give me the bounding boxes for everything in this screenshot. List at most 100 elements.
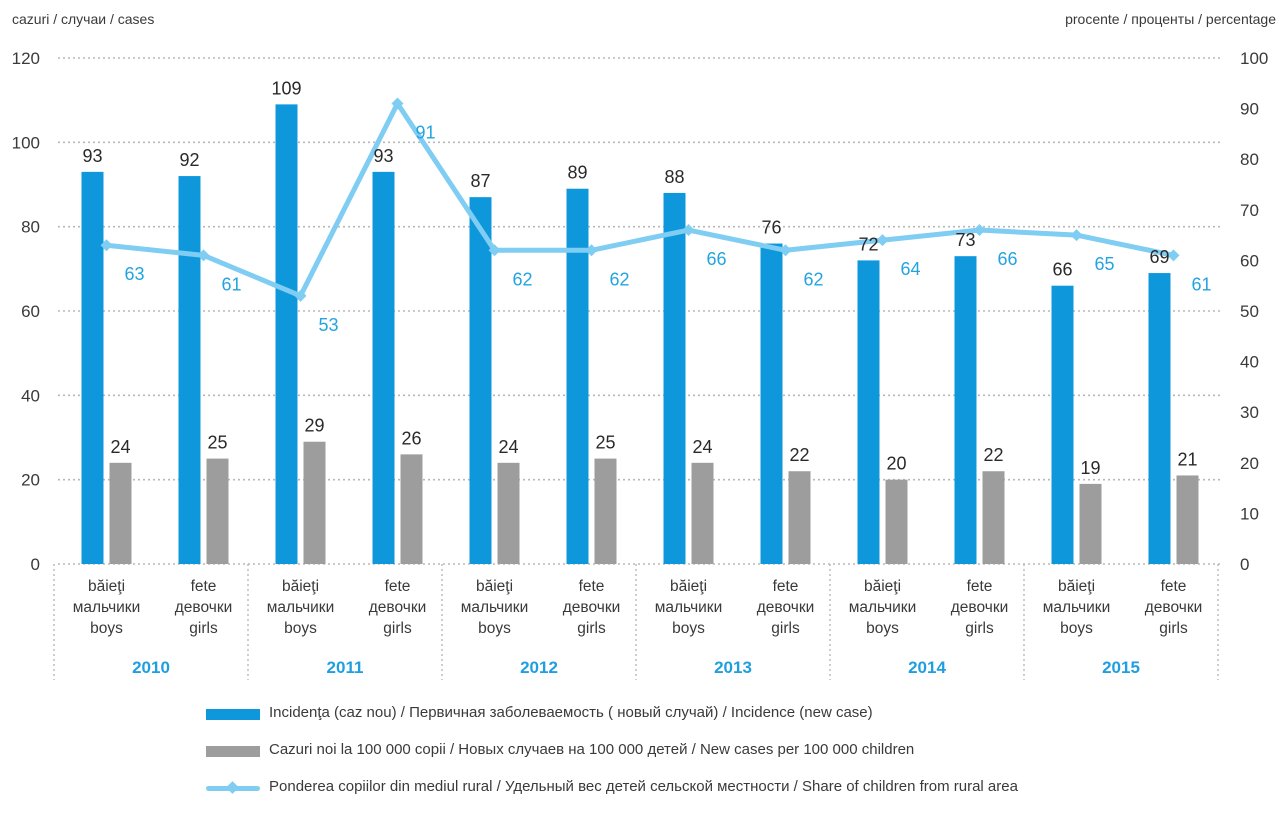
data-label-incidence: 93 — [373, 146, 393, 166]
line-point-rural-share — [488, 244, 501, 257]
data-label-rural-share: 62 — [609, 269, 629, 289]
data-label-incidence: 73 — [955, 230, 975, 250]
data-label-incidence: 76 — [761, 218, 781, 238]
right-y-tick-label: 20 — [1240, 454, 1259, 473]
category-label: girls — [965, 620, 994, 637]
group-label: 2010 — [132, 658, 170, 677]
legend-swatch-incidence — [206, 709, 260, 720]
bar-new-cases — [594, 458, 617, 564]
line-point-rural-share — [1070, 229, 1083, 242]
bar-incidence — [566, 188, 589, 564]
right-y-tick-label: 80 — [1240, 150, 1259, 169]
bar-new-cases — [982, 471, 1005, 564]
right-y-tick-label: 10 — [1240, 504, 1259, 523]
bar-new-cases — [497, 462, 520, 564]
data-label-rural-share: 62 — [512, 269, 532, 289]
bars — [81, 104, 1199, 565]
data-label-rural-share: 53 — [318, 315, 338, 335]
group-label: 2014 — [908, 658, 946, 677]
bar-incidence — [1148, 273, 1171, 564]
left-y-tick-label: 120 — [12, 49, 40, 68]
data-label-rural-share: 63 — [124, 264, 144, 284]
category-label: boys — [672, 620, 705, 637]
category-label: băieţi — [864, 578, 901, 595]
left-y-tick-label: 40 — [21, 386, 40, 405]
gridlines — [58, 57, 1222, 565]
bar-incidence — [372, 171, 395, 564]
category-label: fete — [191, 578, 217, 595]
category-label: мальчики — [461, 599, 529, 616]
category-label: boys — [866, 620, 899, 637]
bar-new-cases — [303, 441, 326, 564]
left-y-tick-label: 0 — [31, 555, 40, 574]
group-separators — [53, 564, 1219, 680]
data-labels: 93 24 92 25 109 29 93 26 87 24 89 25 88 24 76 22 72 20 73 2… — [82, 78, 1211, 478]
data-label-new-cases: 24 — [110, 437, 130, 457]
category-label: boys — [90, 620, 123, 637]
category-label: fete — [1161, 578, 1187, 595]
left-y-tick-label: 20 — [21, 471, 40, 490]
legend-swatch-new-cases — [206, 746, 260, 757]
bar-new-cases — [109, 462, 132, 564]
data-label-new-cases: 19 — [1080, 458, 1100, 478]
line-point-rural-share — [779, 244, 792, 257]
category-label: girls — [1159, 620, 1188, 637]
bar-incidence — [1051, 285, 1074, 564]
right-y-tick-label: 100 — [1240, 49, 1268, 68]
data-label-new-cases: 22 — [789, 445, 809, 465]
bar-new-cases — [206, 458, 229, 564]
category-label: мальчики — [73, 599, 141, 616]
right-axis-title: procente / проценты / percentage — [1065, 11, 1276, 27]
category-label: девочки — [1145, 599, 1203, 616]
data-label-rural-share: 66 — [997, 249, 1017, 269]
bar-new-cases — [1079, 483, 1102, 564]
category-label: girls — [383, 620, 412, 637]
category-label: мальчики — [849, 599, 917, 616]
legend-label-new-cases: Cazuri noi la 100 000 copii / Новых случ… — [269, 741, 915, 758]
data-label-new-cases: 29 — [304, 416, 324, 436]
left-y-tick-label: 60 — [21, 302, 40, 321]
left-y-axis: 0 20 40 60 80 100 120 — [12, 49, 40, 574]
data-label-incidence: 92 — [179, 150, 199, 170]
category-label: boys — [284, 620, 317, 637]
line-point-rural-share — [100, 239, 113, 252]
line-point-rural-share — [391, 97, 404, 110]
bar-new-cases — [400, 454, 423, 564]
data-label-incidence: 69 — [1149, 247, 1169, 267]
data-label-rural-share: 61 — [221, 274, 241, 294]
category-label: девочки — [369, 599, 427, 616]
data-label-new-cases: 21 — [1177, 449, 1197, 469]
group-label: 2013 — [714, 658, 752, 677]
bar-incidence — [178, 176, 201, 565]
bar-incidence — [857, 260, 880, 564]
category-label: fete — [385, 578, 411, 595]
category-label: девочки — [757, 599, 815, 616]
line-point-rural-share — [1167, 249, 1180, 262]
data-label-rural-share: 61 — [1191, 274, 1211, 294]
category-label: мальчики — [1043, 599, 1111, 616]
data-label-rural-share: 66 — [706, 249, 726, 269]
right-y-tick-label: 90 — [1240, 100, 1259, 119]
data-label-incidence: 93 — [82, 146, 102, 166]
right-y-tick-label: 60 — [1240, 251, 1259, 270]
data-label-rural-share: 64 — [900, 259, 920, 279]
bar-incidence — [954, 256, 977, 564]
line-rural-share — [106, 101, 1175, 299]
category-label: boys — [1060, 620, 1093, 637]
group-label: 2011 — [327, 658, 364, 677]
category-label: băieţi — [1058, 578, 1095, 595]
category-label: girls — [771, 620, 800, 637]
legend: Incidenţa (caz nou) / Первичная заболева… — [206, 702, 1206, 813]
data-label-new-cases: 22 — [983, 445, 1003, 465]
data-label-new-cases: 25 — [595, 433, 615, 453]
bar-incidence — [469, 197, 492, 564]
left-axis-title: cazuri / случаи / cases — [12, 11, 154, 27]
right-y-tick-label: 50 — [1240, 302, 1259, 321]
bar-new-cases — [788, 471, 811, 564]
line-point-rural-share — [585, 244, 598, 257]
data-label-new-cases: 20 — [886, 454, 906, 474]
category-label: girls — [577, 620, 606, 637]
rural-share-line — [100, 97, 1180, 302]
data-label-rural-share: 65 — [1094, 254, 1114, 274]
